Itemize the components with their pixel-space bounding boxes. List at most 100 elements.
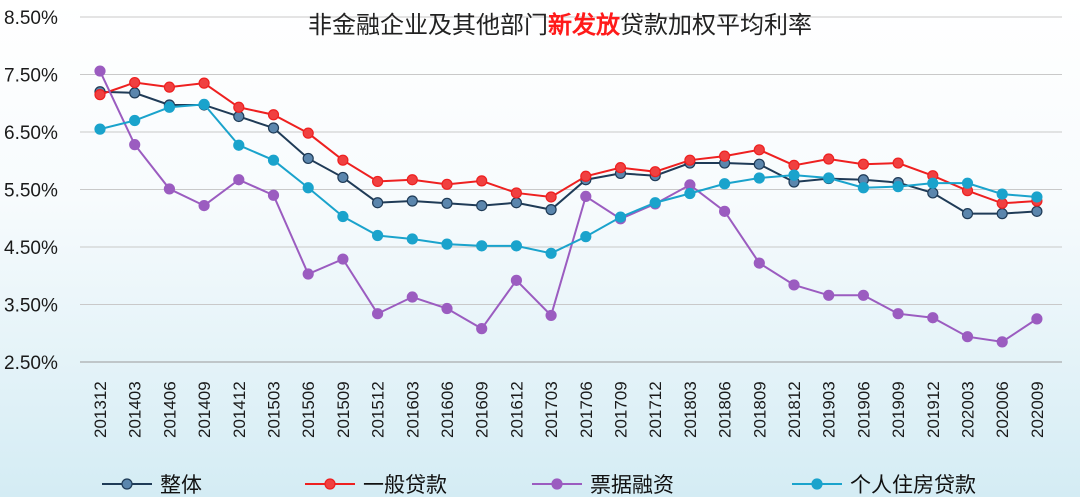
data-point [94, 89, 106, 101]
legend-label: 整体 [160, 473, 202, 497]
x-tick-label: 201612 [507, 381, 526, 438]
x-tick-label: 201709 [612, 381, 631, 438]
data-point [961, 177, 974, 189]
data-point [996, 197, 1008, 209]
data-point [302, 127, 314, 139]
data-point [580, 170, 592, 182]
y-tick-label: 3.50% [4, 296, 58, 317]
data-point [892, 308, 904, 320]
data-point [129, 114, 141, 127]
x-tick-label: 201603 [403, 381, 422, 438]
data-point [267, 109, 280, 121]
legend-marker [811, 478, 823, 490]
series-2 [94, 76, 1043, 209]
data-point [614, 211, 627, 223]
x-tick-label: 201506 [299, 381, 318, 438]
x-tick-label: 202009 [1028, 381, 1047, 438]
data-point [233, 139, 245, 151]
series-line [99, 70, 1038, 343]
data-point [580, 190, 592, 202]
data-point [580, 231, 592, 243]
data-point [684, 187, 696, 200]
x-tick-label: 201403 [126, 381, 145, 438]
y-tick-label: 7.50% [4, 66, 58, 87]
x-tick-label: 201909 [889, 381, 908, 438]
data-point [823, 153, 835, 165]
legend-item-2: 一般贷款 [305, 473, 447, 497]
title-emphasis: 新发放 [548, 11, 621, 39]
data-point [927, 312, 939, 324]
legend-marker [551, 478, 563, 490]
data-point [233, 101, 245, 113]
data-point [476, 240, 488, 252]
data-point [753, 158, 765, 170]
legend-marker [324, 478, 336, 490]
data-point [267, 154, 280, 166]
data-point [198, 77, 210, 89]
data-point [441, 302, 453, 315]
y-tick-label: 8.50% [4, 8, 58, 29]
data-point [302, 268, 314, 280]
data-point [510, 240, 523, 252]
data-point [788, 279, 800, 291]
legend-label: 个人住房贷款 [850, 473, 976, 497]
x-tick-label: 201703 [542, 381, 561, 438]
data-point [996, 208, 1008, 220]
legend-label: 一般贷款 [363, 473, 447, 497]
data-point [302, 152, 314, 165]
data-point [510, 274, 523, 286]
data-point [545, 309, 557, 322]
series-line [99, 81, 1037, 205]
x-tick-label: 201803 [681, 381, 700, 438]
data-point [233, 110, 245, 123]
title-segment: 贷款加权平均利率 [620, 11, 812, 39]
data-point [406, 291, 418, 303]
data-point [1031, 205, 1043, 217]
data-point [406, 195, 418, 207]
x-tick-label: 201412 [230, 381, 249, 438]
data-point [892, 181, 904, 193]
data-point [718, 178, 731, 190]
x-tick-label: 201806 [716, 381, 735, 438]
data-point [337, 253, 349, 265]
data-point [372, 175, 384, 188]
data-point [857, 289, 870, 301]
y-tick-label: 5.50% [4, 181, 58, 202]
data-point [163, 183, 175, 195]
x-tick-label: 201312 [91, 381, 110, 438]
data-point [753, 172, 765, 184]
x-tick-label: 201809 [750, 381, 769, 438]
data-point [788, 159, 800, 171]
data-point [927, 177, 939, 189]
data-point [510, 187, 523, 199]
data-point [996, 336, 1008, 348]
legend: 整体 一般贷款 票据融资 个人住房贷款 [102, 473, 976, 497]
legend-item-3: 票据融资 [532, 473, 674, 497]
data-point [441, 197, 453, 209]
data-point [372, 308, 384, 320]
data-point [198, 200, 210, 212]
x-tick-label: 201912 [924, 381, 943, 438]
x-axis: 201312 201403 201406 201409 201412 201503 2015… [91, 381, 1047, 438]
data-point [233, 174, 245, 186]
data-point [476, 200, 488, 212]
legend-item-4: 个人住房贷款 [792, 473, 976, 497]
data-point [684, 154, 696, 166]
data-point [198, 98, 210, 111]
data-point [545, 191, 557, 203]
data-point [441, 178, 453, 190]
data-point [337, 154, 349, 166]
data-point [961, 208, 974, 220]
data-point [406, 233, 418, 245]
x-tick-label: 201512 [369, 381, 388, 438]
data-point [441, 238, 453, 250]
data-point [302, 182, 314, 194]
data-point [823, 172, 835, 184]
x-tick-label: 201406 [160, 381, 179, 438]
data-point [94, 65, 106, 77]
series-line [99, 103, 1037, 255]
data-point [337, 210, 349, 223]
legend-item-1: 整体 [102, 473, 202, 497]
